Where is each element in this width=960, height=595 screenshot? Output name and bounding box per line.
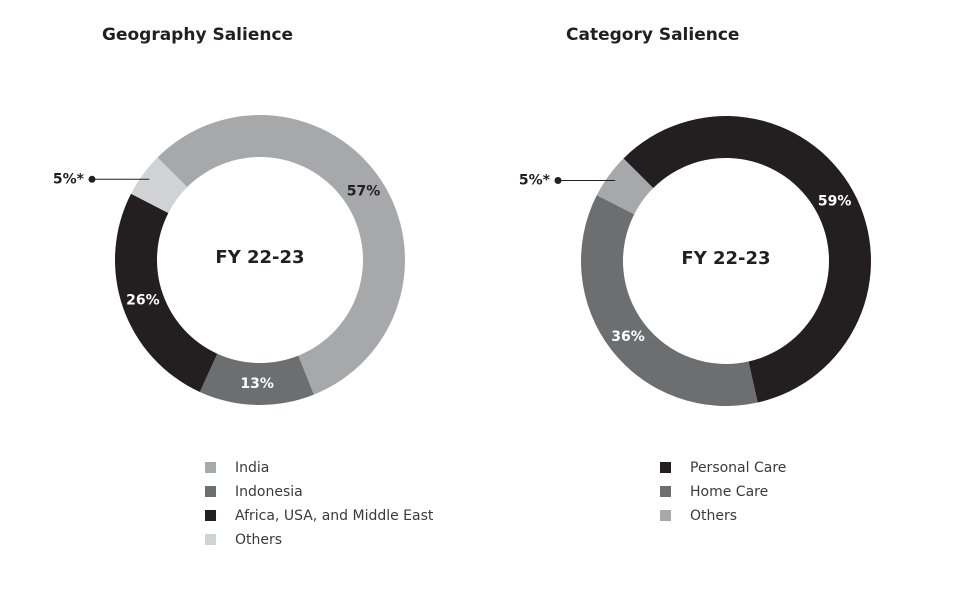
legend-swatch — [205, 462, 216, 473]
legend-swatch — [660, 486, 671, 497]
donut-segment — [157, 115, 405, 395]
legend-swatch — [205, 510, 216, 521]
center-label: FY 22-23 — [215, 247, 304, 268]
donut-segment — [199, 353, 314, 405]
donut-segment — [596, 158, 654, 215]
center-label: FY 22-23 — [681, 248, 770, 269]
value-label: 57% — [347, 184, 381, 200]
value-label: 5%* — [53, 171, 85, 187]
leader-dot — [554, 176, 562, 184]
legend-label: Others — [235, 532, 282, 548]
donut-segment — [131, 157, 188, 213]
value-label: 36% — [611, 329, 645, 345]
chart-title: Category Salience — [566, 25, 739, 45]
chart-title: Geography Salience — [102, 25, 293, 45]
leader-dot — [88, 175, 96, 183]
legend-label: Others — [690, 508, 737, 524]
legend-swatch — [205, 534, 216, 545]
legend-label: Personal Care — [690, 460, 786, 476]
donut-segment — [580, 195, 758, 406]
legend-label: Home Care — [690, 484, 768, 500]
legend-swatch — [205, 486, 216, 497]
value-label: 13% — [240, 376, 274, 392]
value-label: 59% — [818, 193, 852, 209]
donut-segment — [623, 116, 871, 403]
legend-swatch — [660, 462, 671, 473]
legend-swatch — [660, 510, 671, 521]
legend-label: Africa, USA, and Middle East — [235, 508, 434, 524]
legend-label: Indonesia — [235, 484, 303, 500]
value-label: 5%* — [519, 172, 551, 188]
value-label: 26% — [126, 293, 160, 309]
legend-label: India — [235, 460, 269, 476]
donut-segment — [115, 193, 218, 392]
